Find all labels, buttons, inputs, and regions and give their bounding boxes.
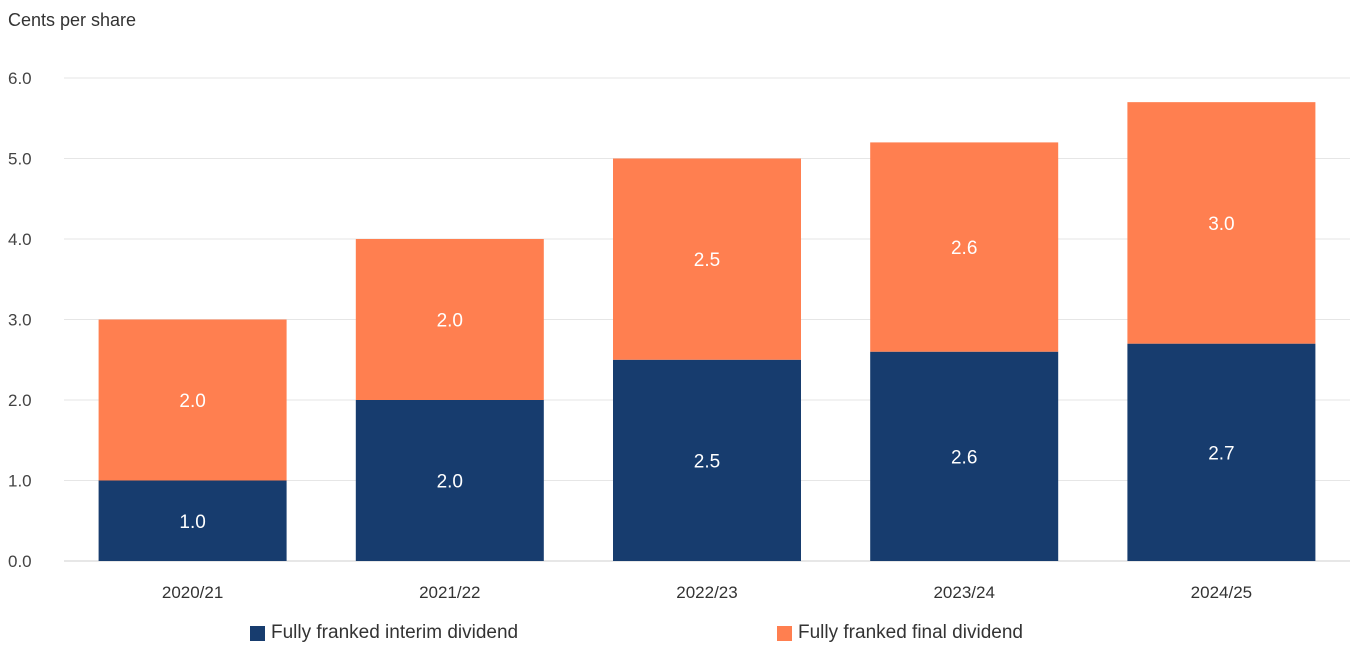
data-label-interim-2: 2.5 xyxy=(694,451,720,472)
legend-swatch-interim xyxy=(250,625,265,641)
legend-item-final: Fully franked final dividend xyxy=(777,622,1023,644)
bar-final-1 xyxy=(355,239,544,400)
x-tick-label-2: 2022/23 xyxy=(676,583,737,602)
data-label-interim-1: 2.0 xyxy=(437,472,463,493)
bar-interim-0 xyxy=(98,480,287,561)
data-label-interim-3: 2.6 xyxy=(951,447,977,468)
data-label-final-4: 3.0 xyxy=(1208,214,1234,235)
bar-interim-4 xyxy=(1127,343,1316,561)
stacked-bar-chart: 0.0 1.0 2.0 3.0 4.0 5.0 6.0 1.0 2.0 2020/21 2.0 2.0… xyxy=(8,69,1350,602)
legend-swatch-final xyxy=(777,625,792,641)
x-tick-label-0: 2020/21 xyxy=(162,583,223,602)
bar-interim-2 xyxy=(613,359,801,561)
bar-final-0 xyxy=(98,319,287,481)
y-tick-label-1: 1.0 xyxy=(8,472,32,491)
legend: Fully franked interim dividend Fully fra… xyxy=(0,622,1364,646)
x-tick-label-3: 2023/24 xyxy=(933,583,994,602)
y-tick-label-5: 5.0 xyxy=(8,150,32,169)
legend-label-final: Fully franked final dividend xyxy=(798,622,1023,643)
y-tick-label-6: 6.0 xyxy=(8,69,32,88)
y-tick-label-3: 3.0 xyxy=(8,311,32,330)
y-tick-label-2: 2.0 xyxy=(8,391,32,410)
y-tick-label-0: 0.0 xyxy=(8,552,32,571)
data-label-interim-0: 1.0 xyxy=(179,512,205,533)
data-label-final-3: 2.6 xyxy=(951,238,977,259)
data-label-final-2: 2.5 xyxy=(694,250,720,271)
legend-item-interim: Fully franked interim dividend xyxy=(250,622,518,644)
y-tick-label-4: 4.0 xyxy=(8,230,32,249)
bar-final-3 xyxy=(870,142,1059,352)
y-axis-label: Cents per share xyxy=(8,10,137,30)
x-tick-label-1: 2021/22 xyxy=(419,583,480,602)
bar-interim-1 xyxy=(355,400,544,561)
data-label-interim-4: 2.7 xyxy=(1208,443,1234,464)
data-label-final-1: 2.0 xyxy=(437,311,463,332)
legend-label-interim: Fully franked interim dividend xyxy=(271,622,519,643)
bar-interim-3 xyxy=(870,351,1059,561)
bar-final-4 xyxy=(1127,102,1316,344)
bar-final-2 xyxy=(613,158,801,360)
x-tick-label-4: 2024/25 xyxy=(1191,583,1252,602)
data-label-final-0: 2.0 xyxy=(179,391,205,412)
